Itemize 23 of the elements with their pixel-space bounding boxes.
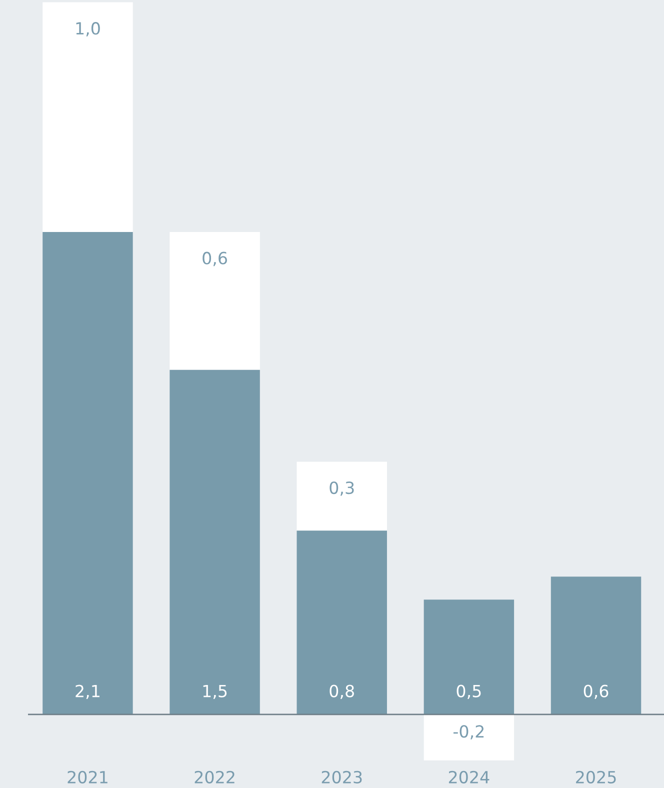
data-label: -0,2 xyxy=(454,725,484,740)
data-label: 0,8 xyxy=(330,684,354,700)
bar xyxy=(170,232,260,370)
bar xyxy=(296,530,387,714)
bar xyxy=(424,714,514,760)
x-tick-label: 2024 xyxy=(448,770,490,784)
bar xyxy=(42,2,133,232)
data-label: 1,5 xyxy=(203,684,227,700)
bar xyxy=(42,232,133,714)
data-label: 1,0 xyxy=(76,22,100,36)
data-label: 0,6 xyxy=(202,252,227,266)
x-tick-label: 2022 xyxy=(194,770,234,784)
bar xyxy=(170,370,260,714)
bar xyxy=(424,600,514,714)
bar xyxy=(296,462,387,531)
data-label: 0,3 xyxy=(330,481,354,496)
x-tick-label: 2021 xyxy=(68,770,108,784)
x-tick-label: 2025 xyxy=(576,770,616,784)
data-label: 0,5 xyxy=(456,684,481,700)
data-label: 0,6 xyxy=(584,684,608,700)
x-tick-label: 2023 xyxy=(322,770,362,784)
bar xyxy=(550,576,642,714)
data-label: 2,1 xyxy=(76,684,100,700)
